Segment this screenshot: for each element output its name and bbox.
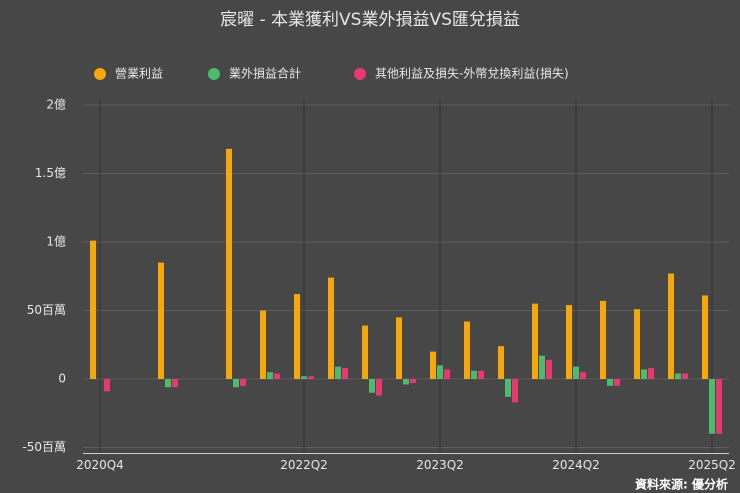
bar [335,366,341,379]
bar [471,370,477,379]
bar [165,379,171,388]
bar [600,300,606,379]
x-tick-label: 2022Q2 [280,458,328,472]
x-tick-label: 2025Q2 [688,458,736,472]
bar [532,303,538,379]
bar [641,369,647,379]
bar [675,373,681,379]
bar [580,372,586,379]
bar [90,240,96,379]
bar [614,379,620,386]
legend-label: 營業利益 [115,67,163,81]
y-tick-label: 50百萬 [27,303,66,317]
bar [607,379,613,386]
bar [546,359,552,379]
bar [668,273,674,379]
bar [369,379,375,393]
bar [444,369,450,379]
bar [274,373,280,379]
x-tick-label: 2024Q2 [552,458,600,472]
bar [342,368,348,379]
bar [240,379,246,386]
bar [301,376,307,379]
legend-label: 業外損益合計 [229,66,301,81]
bar [648,368,654,379]
bar [260,310,266,379]
bar [512,379,518,403]
bar [478,370,484,379]
y-tick-label: 0 [58,372,66,386]
bar [498,346,504,379]
bar [308,376,314,379]
bar [158,262,164,379]
y-tick-label: -50百萬 [22,440,66,454]
bar [403,379,409,385]
bar [233,379,239,388]
y-tick-label: 2億 [46,98,66,112]
bar [682,373,688,379]
bar [104,379,110,392]
bar [267,372,273,379]
bar [505,379,511,397]
legend-label: 其他利益及損失-外幣兌換利益(損失) [375,66,569,81]
x-tick-label: 2023Q2 [416,458,464,472]
bar [294,294,300,379]
bar [437,365,443,379]
bar [430,351,436,379]
bar [226,148,232,379]
chart-title: 宸曜 - 本業獲利VS業外損益VS匯兌損益 [220,10,520,30]
bar [464,321,470,379]
bar [410,379,416,384]
bar [172,379,178,388]
bar [566,305,572,379]
source: 資料來源: 優分析 [635,477,728,492]
bar [396,317,402,379]
y-tick-label: 1.5億 [35,166,66,180]
legend-marker [354,68,366,80]
bar [634,309,640,379]
bar [716,379,722,434]
bar [362,325,368,379]
bar [376,379,382,396]
bar [573,366,579,379]
bar [539,355,545,379]
bar [328,277,334,379]
bar [702,295,708,379]
x-tick-label: 2020Q4 [76,458,124,472]
legend-marker [94,68,106,80]
legend-marker [208,68,220,80]
y-tick-label: 1億 [46,235,66,249]
bar [709,379,715,434]
